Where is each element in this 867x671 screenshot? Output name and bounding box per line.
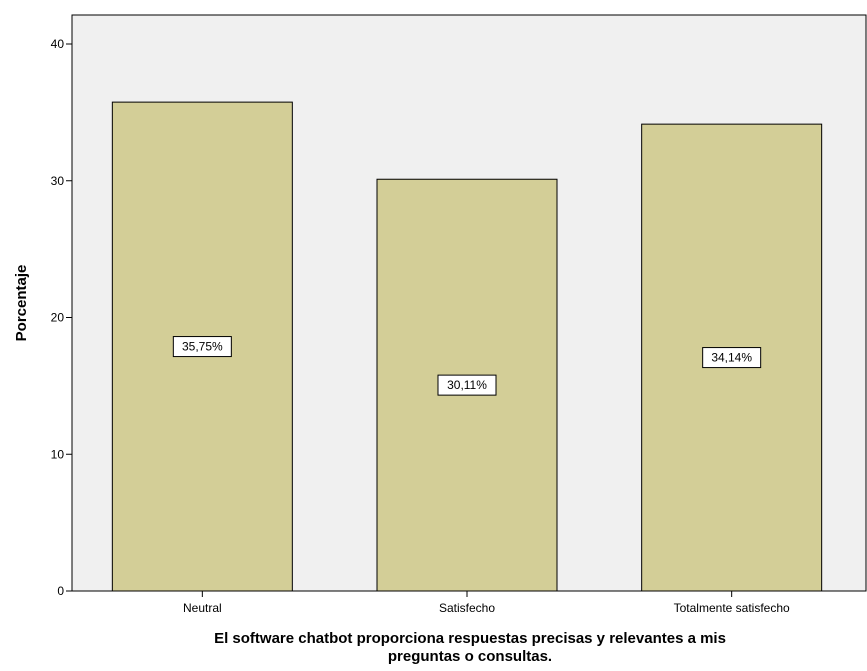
x-axis-title-line-1: El software chatbot proporciona respuest…: [214, 630, 726, 647]
x-axis-title-line-2: preguntas o consultas.: [388, 648, 552, 665]
y-tick-label: 0: [57, 584, 64, 598]
x-axis-ticks: Neutral Satisfecho Totalmente satisfecho: [183, 591, 790, 615]
data-label-box: [702, 347, 762, 369]
data-label: 35,75%: [182, 340, 223, 354]
x-tick-label: Neutral: [183, 601, 222, 615]
y-tick-label: 20: [51, 311, 65, 325]
data-labels-group: 35,75% 30,11% 34,14%: [172, 336, 762, 396]
y-tick-label: 40: [51, 37, 65, 51]
data-label-box: [437, 374, 497, 396]
data-label: 30,11%: [447, 378, 487, 392]
data-label: 34,14%: [711, 351, 752, 365]
y-axis-title: Porcentaje: [13, 265, 30, 342]
data-label-box: [172, 336, 232, 358]
y-tick-label: 10: [51, 447, 65, 461]
y-axis-ticks: 0 10 20 30 40: [51, 37, 72, 598]
y-tick-label: 30: [51, 174, 65, 188]
x-tick-label: Satisfecho: [439, 601, 495, 615]
x-tick-label: Totalmente satisfecho: [674, 601, 790, 615]
